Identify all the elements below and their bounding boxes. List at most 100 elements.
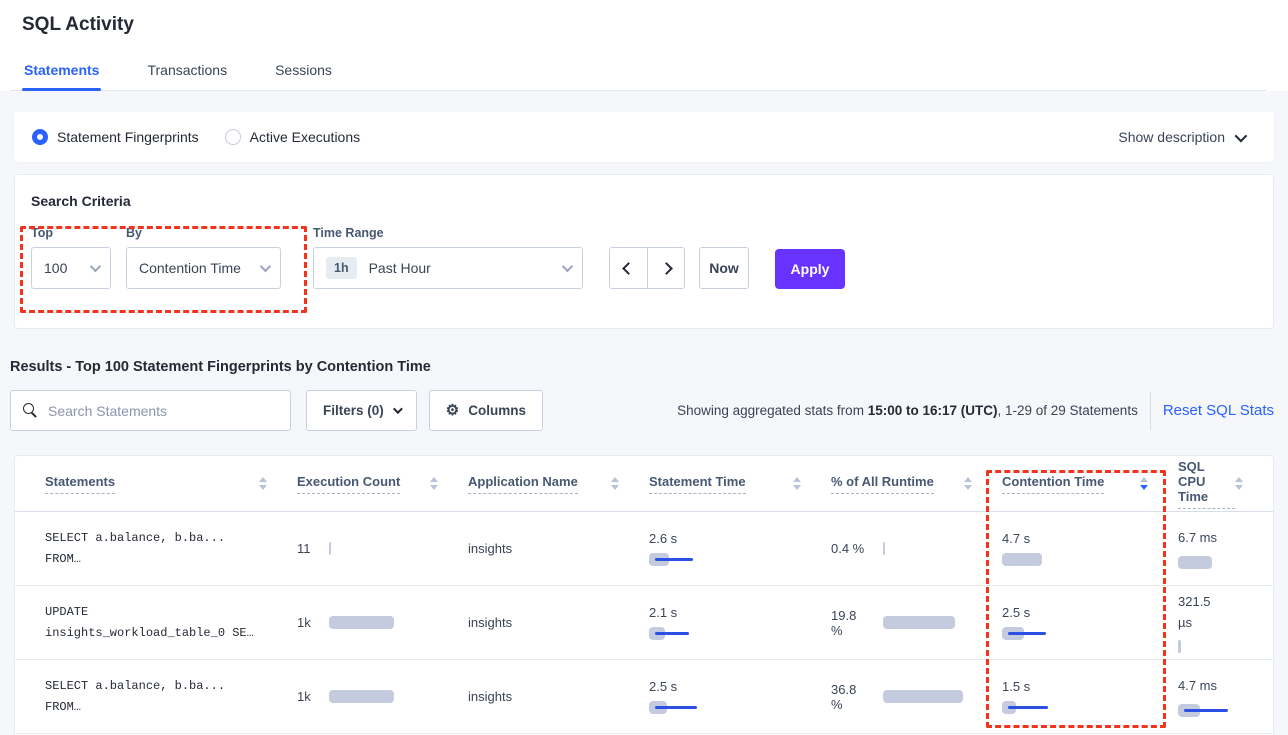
time-range-value: Past Hour [368,260,431,276]
sort-icon[interactable] [259,477,267,490]
chevron-down-icon [392,404,403,415]
chevron-right-icon [659,261,673,275]
metric-bar [1178,639,1247,653]
radio-active-executions[interactable]: Active Executions [224,129,361,145]
statement-time-cell: 2.1 s [649,605,831,640]
top-header: SQL Activity Statements Transactions Ses… [0,0,1288,91]
sort-icon[interactable] [964,477,972,490]
column-header-label[interactable]: Application Name [468,474,578,494]
tab-statements[interactable]: Statements [22,62,102,91]
tab-bar: Statements Transactions Sessions [10,62,1266,91]
column-header-label[interactable]: Statements [45,474,116,494]
sort-icon[interactable] [1140,477,1148,490]
bar-blue-line [655,632,689,635]
chevron-left-icon [622,261,635,275]
metric-bar [1002,553,1152,566]
tab-transactions[interactable]: Transactions [147,62,228,78]
reset-sql-stats-link[interactable]: Reset SQL Stats [1162,402,1274,419]
page-title: SQL Activity [22,14,134,35]
sort-icon[interactable] [793,477,801,490]
bar-blue-line [655,558,693,561]
execution-count-value: 11 [297,541,311,556]
radio-label: Active Executions [249,129,361,145]
tab-sessions[interactable]: Sessions [275,62,332,78]
column-header-label[interactable]: % of All Runtime [831,474,934,494]
search-icon [23,403,38,418]
sort-icon[interactable] [611,477,619,490]
search-input[interactable] [48,402,278,419]
radio-selected-icon [32,129,48,145]
bar-gray-segment [328,616,394,629]
metric-bar [328,690,394,703]
previous-time-button[interactable] [609,247,647,289]
metric-bar [649,701,805,714]
pct-runtime-cell: 0.4 % [831,541,1002,556]
column-header-contention-time: Contention Time [1002,474,1178,494]
column-header-label[interactable]: Contention Time [1002,474,1105,494]
radio-unselected-icon [224,129,241,145]
statements-table: Statements Execution Count Application Nam… [14,455,1274,735]
sort-up-arrow [611,477,619,482]
time-range-field: Time Range 1h Past Hour [313,226,583,289]
radio-statement-fingerprints[interactable]: Statement Fingerprints [32,129,199,145]
top-label: Top [31,226,53,240]
contention-time-value: 1.5 s [1002,679,1031,694]
sort-up-arrow [964,477,972,482]
by-select[interactable]: Contention Time [126,247,281,289]
contention-time-cell: 2.5 s [1002,605,1178,640]
bar-gray-segment [883,542,885,555]
by-field: By Contention Time [126,226,281,289]
execution-count-value: 1k [297,689,311,704]
sql-cpu-time-value: 4.7 ms [1178,678,1218,694]
statement-cell[interactable]: SELECT a.balance, b.ba... FROM… [15,528,297,570]
sort-down-arrow [1140,485,1148,490]
top-select[interactable]: 100 [31,247,111,289]
table-row[interactable]: SELECT a.balance, b.ba... FROM… 11 insights… [15,512,1273,586]
by-select-value: Contention Time [139,260,241,276]
metric-bar [649,553,805,566]
time-nav-group [609,247,685,289]
column-header-label[interactable]: Statement Time [649,474,746,494]
sort-down-arrow [793,485,801,490]
table-row[interactable]: UPDATE insights_workload_table_0 SE… 1k ins… [15,586,1273,660]
contention-time-cell: 1.5 s [1002,679,1178,714]
bar-gray-segment [1178,555,1212,569]
show-description-toggle[interactable]: Show description [1118,129,1256,145]
column-header-label[interactable]: SQL CPU Time [1178,459,1235,509]
metric-bar [328,542,331,555]
metric-bar [649,627,805,640]
bar-gray-segment [883,616,955,629]
time-range-label: Time Range [313,226,384,240]
statement-line: insights_workload_table_0 SE… [45,625,254,640]
apply-button[interactable]: Apply [775,249,845,289]
sort-up-arrow [259,477,267,482]
radio-label: Statement Fingerprints [57,129,199,145]
columns-button[interactable]: ⚙ Columns [428,390,543,431]
column-header-label[interactable]: Execution Count [297,474,401,494]
chevron-down-icon [259,260,272,273]
statement-cell[interactable]: UPDATE insights_workload_table_0 SE… [15,602,297,644]
now-button[interactable]: Now [699,247,749,289]
statement-time-value: 2.1 s [649,605,678,620]
application-name-cell: insights [468,615,513,630]
statement-time-cell: 2.5 s [649,679,831,714]
sort-icon[interactable] [430,477,438,490]
sort-down-arrow [611,485,619,490]
next-time-button[interactable] [647,247,685,289]
statement-cell[interactable]: SELECT a.balance, b.ba... FROM… [15,676,297,718]
column-header-statements: Statements [15,474,297,494]
metric-bar [883,542,885,555]
time-range-select[interactable]: 1h Past Hour [313,247,583,289]
metric-bar [883,690,963,703]
sort-icon[interactable] [1235,477,1243,490]
bar-gray-segment [328,690,394,703]
sort-up-arrow [430,477,438,482]
sort-down-arrow [1235,485,1243,490]
statement-time-cell: 2.6 s [649,531,831,566]
statement-time-value: 2.5 s [649,679,678,694]
view-toggle-bar: Statement Fingerprints Active Executions… [14,112,1274,162]
metric-bar [1178,555,1247,569]
execution-count-value: 1k [297,615,311,630]
filters-button[interactable]: Filters (0) [306,390,417,431]
table-row[interactable]: SELECT a.balance, b.ba... FROM… 1k insights… [15,660,1273,734]
